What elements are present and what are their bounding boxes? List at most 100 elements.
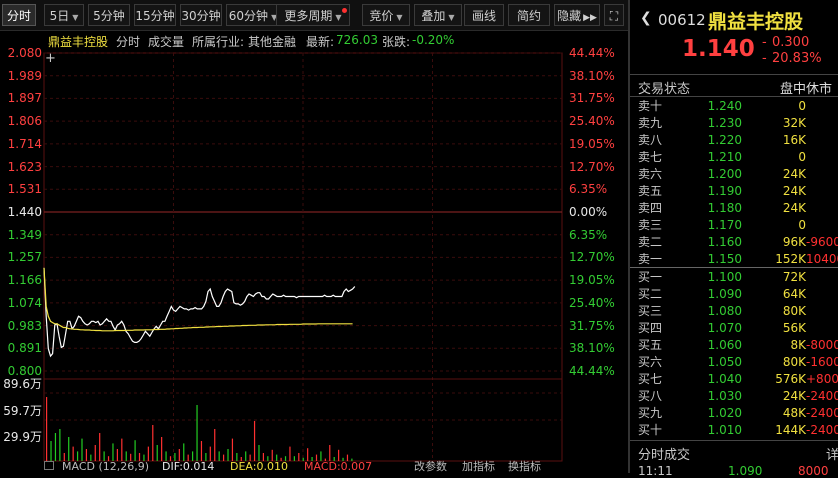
- volume-bar: [298, 453, 300, 461]
- tab-60min[interactable]: 60分钟 ▼: [226, 4, 280, 26]
- bid-row[interactable]: 买四 1.070 56K: [630, 320, 838, 337]
- macd-value: MACD:0.007: [304, 460, 373, 473]
- change-params-link[interactable]: 改参数: [414, 460, 447, 473]
- volume-tick: 29.9万: [3, 430, 42, 444]
- volume-bar: [81, 438, 83, 461]
- level-label: 买四: [638, 321, 663, 335]
- up-arrow-icon: -: [762, 51, 767, 66]
- tab-30min[interactable]: 30分钟: [180, 4, 222, 26]
- ask-row[interactable]: 卖九 1.230 32K: [630, 115, 838, 132]
- ask-row[interactable]: 卖二 1.160 96K-96000: [630, 234, 838, 251]
- bid-row[interactable]: 买七 1.040 576K+8000: [630, 371, 838, 388]
- bid-row[interactable]: 买十 1.010 144K-24000: [630, 422, 838, 439]
- level-volume: 24K: [782, 167, 806, 181]
- bid-row[interactable]: 买三 1.080 80K: [630, 303, 838, 320]
- pct-tick-label: 12.70%: [569, 250, 615, 265]
- level-label: 卖八: [638, 133, 663, 147]
- level-price: 1.010: [707, 423, 742, 437]
- ask-row[interactable]: 卖八 1.220 16K: [630, 132, 838, 149]
- volume-bar: [293, 456, 295, 461]
- bid-row[interactable]: 买八 1.030 24K-24000: [630, 388, 838, 405]
- tab-more-periods[interactable]: 更多周期 ▼: [276, 4, 350, 26]
- trades-detail-link[interactable]: 详: [826, 448, 838, 463]
- pct-tick-label: 31.75%: [569, 91, 615, 106]
- back-icon[interactable]: ❮: [640, 10, 652, 26]
- level-label: 卖一: [638, 252, 663, 266]
- volume-bar: [258, 445, 260, 461]
- level-label: 卖七: [638, 150, 663, 164]
- pct-tick-label: 31.75%: [569, 318, 615, 333]
- stock-code: 00612: [658, 11, 706, 29]
- price-tick-label: 1.989: [7, 68, 42, 83]
- tab-5day[interactable]: 5日 ▼: [44, 4, 84, 26]
- bid-row[interactable]: 买九 1.020 48K-24000: [630, 405, 838, 422]
- price-change: 0.300: [772, 35, 810, 50]
- level-price: 1.100: [707, 270, 742, 284]
- volume-label: 成交量: [148, 35, 185, 49]
- auction-button[interactable]: 竞价 ▼: [362, 4, 410, 26]
- level-price: 1.190: [707, 184, 742, 198]
- price-tick-label: 2.080: [7, 46, 42, 60]
- tab-intraday[interactable]: 分时: [2, 4, 36, 26]
- intraday-chart[interactable]: 鼎益丰控股 分时 成交量 所属行业: 其他金融 最新: 726.03 张跌: -…: [0, 31, 626, 473]
- volume-bar: [143, 454, 145, 461]
- volume-bar: [112, 443, 114, 461]
- hide-button[interactable]: 隐藏 ▶▶: [554, 4, 600, 26]
- bid-row[interactable]: 买二 1.090 64K: [630, 286, 838, 303]
- latest-label: 最新:: [306, 35, 335, 49]
- divider: [630, 440, 838, 441]
- volume-bar: [271, 449, 273, 461]
- volume-bar: [63, 453, 65, 461]
- volume-bar: [329, 445, 331, 461]
- volume-bar: [231, 438, 234, 461]
- level-volume: 72K: [782, 270, 806, 284]
- industry-label: 所属行业:: [192, 35, 245, 49]
- level-volume: 24K: [782, 389, 806, 403]
- tab-5min[interactable]: 5分钟: [88, 4, 130, 26]
- volume-bar: [76, 451, 79, 461]
- bid-row[interactable]: 买六 1.050 80K-16000: [630, 354, 838, 371]
- volume-bar: [262, 453, 265, 461]
- ask-row[interactable]: 卖七 1.210 0: [630, 149, 838, 166]
- level-price: 1.090: [707, 287, 742, 301]
- ask-row[interactable]: 卖三 1.170 0: [630, 217, 838, 234]
- switch-indicator-link[interactable]: 换指标: [508, 460, 541, 473]
- ask-row[interactable]: 卖六 1.200 24K: [630, 166, 838, 183]
- volume-bar: [183, 443, 185, 461]
- divider: [630, 267, 838, 268]
- ask-row[interactable]: 卖一 1.150 152K104000: [630, 251, 838, 268]
- price-plot[interactable]: [0, 31, 626, 473]
- bid-row[interactable]: 买五 1.060 8K -8000: [630, 337, 838, 354]
- volume-bar: [346, 454, 349, 461]
- bid-row[interactable]: 买一 1.100 72K: [630, 269, 838, 286]
- volume-bar: [196, 405, 198, 461]
- level-change: -16000: [806, 355, 838, 369]
- level-volume: 8K: [790, 338, 806, 352]
- volume-bar: [284, 456, 287, 461]
- level-volume: 576K: [775, 372, 806, 386]
- simple-mode-button[interactable]: 简约: [508, 4, 550, 26]
- ask-row[interactable]: 卖四 1.180 24K: [630, 200, 838, 217]
- price-tick-label: 1.714: [7, 136, 42, 151]
- overlay-button[interactable]: 叠加 ▼: [414, 4, 462, 26]
- level-volume: 48K: [782, 406, 806, 420]
- volume-bar: [214, 429, 216, 461]
- volume-bar: [161, 437, 163, 461]
- level-label: 卖二: [638, 235, 663, 249]
- price-line: [43, 267, 356, 358]
- volume-bar: [333, 457, 335, 461]
- expand-button[interactable]: ⛶: [604, 4, 624, 26]
- chevron-down-icon: ▼: [271, 13, 278, 22]
- level-volume: 32K: [782, 116, 806, 130]
- indicator-toggle-icon[interactable]: [44, 461, 54, 470]
- level-price: 1.040: [707, 372, 742, 386]
- ask-row[interactable]: 卖五 1.190 24K: [630, 183, 838, 200]
- level-label: 买五: [638, 338, 663, 352]
- tab-15min[interactable]: 15分钟: [134, 4, 176, 26]
- level-price: 1.200: [707, 167, 742, 181]
- ask-row[interactable]: 卖十 1.240 0: [630, 98, 838, 115]
- stock-name: 鼎益丰控股: [708, 11, 804, 33]
- draw-line-button[interactable]: 画线: [464, 4, 504, 26]
- volume-bar: [200, 441, 203, 461]
- add-indicator-link[interactable]: 加指标: [462, 460, 495, 473]
